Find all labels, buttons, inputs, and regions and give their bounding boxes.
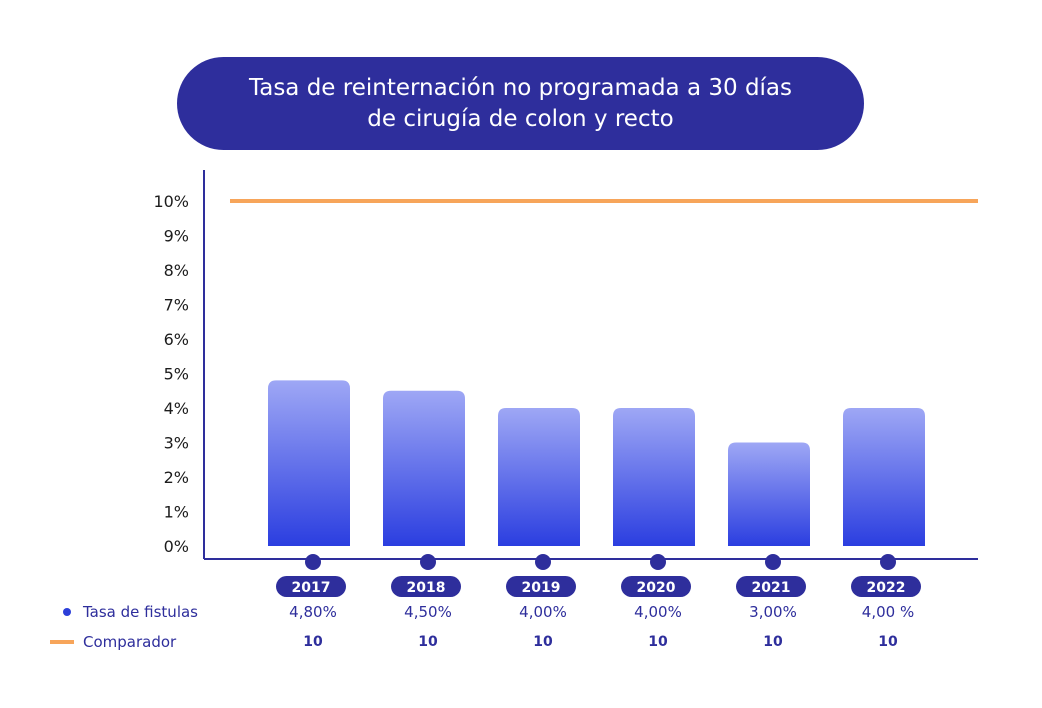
bar bbox=[383, 390, 465, 546]
y-tick-label: 9% bbox=[164, 227, 189, 246]
y-tick-label: 4% bbox=[164, 399, 189, 418]
comparator-label: 10 bbox=[533, 634, 553, 650]
x-marker bbox=[305, 554, 321, 570]
year-pill bbox=[621, 576, 691, 597]
bar bbox=[728, 442, 810, 546]
year-pill bbox=[276, 576, 346, 597]
data-label: 4,00 % bbox=[862, 603, 914, 621]
year-pill bbox=[851, 576, 921, 597]
y-tick-label: 1% bbox=[164, 503, 189, 522]
x-marker bbox=[765, 554, 781, 570]
comparator-label: 10 bbox=[648, 634, 668, 650]
x-tick-label: 2021 bbox=[752, 580, 791, 596]
y-tick-label: 8% bbox=[164, 261, 189, 280]
comparator-label: 10 bbox=[763, 634, 783, 650]
y-tick-label: 2% bbox=[164, 468, 189, 487]
year-pill bbox=[736, 576, 806, 597]
legend-tasa-label: Tasa de fistulas bbox=[83, 603, 198, 621]
comparator-label: 10 bbox=[303, 634, 323, 650]
chart-title-line-2: de cirugía de colon y recto bbox=[367, 105, 674, 132]
bar bbox=[613, 408, 695, 546]
y-tick-label: 10% bbox=[153, 192, 189, 211]
legend-comparador-label: Comparador bbox=[83, 633, 177, 651]
y-tick-label: 0% bbox=[164, 537, 189, 556]
year-pill bbox=[506, 576, 576, 597]
x-marker bbox=[650, 554, 666, 570]
x-tick-label: 2017 bbox=[292, 580, 331, 596]
x-tick-label: 2019 bbox=[522, 580, 561, 596]
legend-line-icon bbox=[50, 640, 74, 644]
y-tick-label: 6% bbox=[164, 330, 189, 349]
y-tick-label: 7% bbox=[164, 296, 189, 315]
y-tick-label: 5% bbox=[164, 365, 189, 384]
x-marker bbox=[420, 554, 436, 570]
year-pill bbox=[391, 576, 461, 597]
chart-title-line-1: Tasa de reinternación no programada a 30… bbox=[248, 74, 793, 101]
legend-dot-icon bbox=[63, 608, 71, 616]
data-label: 4,00% bbox=[519, 603, 567, 621]
x-marker bbox=[880, 554, 896, 570]
data-label: 4,50% bbox=[404, 603, 452, 621]
data-label: 4,00% bbox=[634, 603, 682, 621]
comparator-label: 10 bbox=[878, 634, 898, 650]
y-tick-label: 3% bbox=[164, 434, 189, 453]
chart-title: Tasa de reinternación no programada a 30… bbox=[177, 57, 864, 150]
bar bbox=[843, 408, 925, 546]
bar bbox=[268, 380, 350, 546]
legend-tasa: Tasa de fistulas bbox=[63, 603, 198, 621]
bar bbox=[498, 408, 580, 546]
legend-comparador: Comparador bbox=[50, 633, 176, 651]
x-marker bbox=[535, 554, 551, 570]
comparator-label: 10 bbox=[418, 634, 438, 650]
x-tick-label: 2022 bbox=[867, 580, 906, 596]
x-tick-label: 2020 bbox=[637, 580, 676, 596]
data-label: 3,00% bbox=[749, 603, 797, 621]
data-label: 4,80% bbox=[289, 603, 337, 621]
x-tick-label: 2018 bbox=[407, 580, 446, 596]
